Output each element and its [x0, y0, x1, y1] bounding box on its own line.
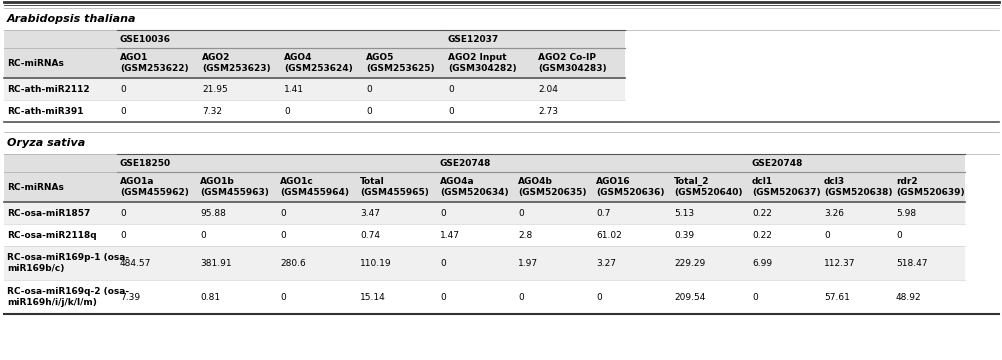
Text: AGO4
(GSM253624): AGO4 (GSM253624) [284, 53, 353, 73]
Text: 0: 0 [517, 208, 523, 217]
Text: 1.41: 1.41 [284, 85, 304, 94]
Text: 0.7: 0.7 [595, 208, 610, 217]
Text: 0: 0 [280, 230, 286, 239]
Text: RC-osa-miR169p-1 (osa-
miR169b/c): RC-osa-miR169p-1 (osa- miR169b/c) [7, 253, 129, 273]
Text: 0: 0 [440, 258, 445, 267]
Text: GSE10036: GSE10036 [120, 35, 170, 44]
Text: AGO5
(GSM253625): AGO5 (GSM253625) [366, 53, 434, 73]
Text: 2.8: 2.8 [517, 230, 532, 239]
Bar [4, 172, 964, 202]
Text: 112.37: 112.37 [824, 258, 855, 267]
Text: AGO1a
(GSM455962): AGO1a (GSM455962) [120, 177, 188, 197]
Text: 280.6: 280.6 [280, 258, 306, 267]
Bar [4, 202, 964, 224]
Text: 21.95: 21.95 [201, 85, 227, 94]
Text: RC-ath-miR391: RC-ath-miR391 [7, 107, 83, 116]
Text: 0: 0 [120, 107, 125, 116]
Text: GSE20748: GSE20748 [440, 158, 491, 167]
Text: AGO1b
(GSM455963): AGO1b (GSM455963) [199, 177, 269, 197]
Bar [4, 280, 964, 314]
Text: RC-osa-miR169q-2 (osa-
miR169h/i/j/k/l/m): RC-osa-miR169q-2 (osa- miR169h/i/j/k/l/m… [7, 287, 129, 307]
Text: 0.74: 0.74 [360, 230, 380, 239]
Text: AGO4a
(GSM520634): AGO4a (GSM520634) [440, 177, 508, 197]
Text: 0: 0 [440, 292, 445, 302]
Text: 2.73: 2.73 [537, 107, 557, 116]
Text: 48.92: 48.92 [895, 292, 921, 302]
Text: 484.57: 484.57 [120, 258, 151, 267]
Text: 0: 0 [280, 208, 286, 217]
Text: 0: 0 [752, 292, 757, 302]
Text: Total_2
(GSM520640): Total_2 (GSM520640) [673, 177, 741, 197]
Text: 7.39: 7.39 [120, 292, 140, 302]
Text: 61.02: 61.02 [595, 230, 621, 239]
Text: 229.29: 229.29 [673, 258, 704, 267]
Text: dcl3
(GSM520638): dcl3 (GSM520638) [824, 177, 892, 197]
Text: dcl1
(GSM520637): dcl1 (GSM520637) [752, 177, 820, 197]
Text: 0: 0 [824, 230, 829, 239]
Text: 6.99: 6.99 [752, 258, 772, 267]
Text: RC-miRNAs: RC-miRNAs [7, 183, 64, 192]
Text: 2.04: 2.04 [537, 85, 557, 94]
Text: 381.91: 381.91 [199, 258, 231, 267]
Bar [4, 100, 624, 122]
Text: 3.47: 3.47 [360, 208, 380, 217]
Text: RC-ath-miR2112: RC-ath-miR2112 [7, 85, 89, 94]
Text: AGO16
(GSM520636): AGO16 (GSM520636) [595, 177, 664, 197]
Text: GSE20748: GSE20748 [752, 158, 803, 167]
Text: 0: 0 [895, 230, 901, 239]
Text: 7.32: 7.32 [201, 107, 221, 116]
Text: 518.47: 518.47 [895, 258, 927, 267]
Text: 5.13: 5.13 [673, 208, 693, 217]
Text: 0: 0 [595, 292, 601, 302]
Text: 0: 0 [366, 85, 372, 94]
Text: 5.98: 5.98 [895, 208, 915, 217]
Text: AGO2 Co-IP
(GSM304283): AGO2 Co-IP (GSM304283) [537, 53, 606, 73]
Text: 209.54: 209.54 [673, 292, 704, 302]
Bar [4, 154, 964, 172]
Text: 0: 0 [120, 208, 125, 217]
Text: 0.81: 0.81 [199, 292, 219, 302]
Bar [4, 246, 964, 280]
Text: AGO1
(GSM253622): AGO1 (GSM253622) [120, 53, 188, 73]
Text: AGO2
(GSM253623): AGO2 (GSM253623) [201, 53, 271, 73]
Text: 0: 0 [517, 292, 523, 302]
Text: 0.22: 0.22 [752, 230, 772, 239]
Text: 0: 0 [366, 107, 372, 116]
Text: AGO2 Input
(GSM304282): AGO2 Input (GSM304282) [448, 53, 516, 73]
Text: Arabidopsis thaliana: Arabidopsis thaliana [7, 14, 136, 24]
Text: RC-miRNAs: RC-miRNAs [7, 58, 64, 68]
Text: 0: 0 [120, 230, 125, 239]
Text: 15.14: 15.14 [360, 292, 386, 302]
Text: 0: 0 [120, 85, 125, 94]
Text: 3.27: 3.27 [595, 258, 615, 267]
Bar [4, 224, 964, 246]
Text: 1.47: 1.47 [440, 230, 460, 239]
Text: RC-osa-miR2118q: RC-osa-miR2118q [7, 230, 96, 239]
Text: 0: 0 [280, 292, 286, 302]
Text: Oryza sativa: Oryza sativa [7, 138, 85, 148]
Text: 0: 0 [284, 107, 290, 116]
Text: 1.97: 1.97 [517, 258, 538, 267]
Bar [4, 48, 624, 78]
Text: 3.26: 3.26 [824, 208, 843, 217]
Text: GSE18250: GSE18250 [120, 158, 171, 167]
Text: 0.39: 0.39 [673, 230, 693, 239]
Text: RC-osa-miR1857: RC-osa-miR1857 [7, 208, 90, 217]
Text: 0: 0 [448, 107, 453, 116]
Text: GSE12037: GSE12037 [448, 35, 499, 44]
Text: AGO1c
(GSM455964): AGO1c (GSM455964) [280, 177, 349, 197]
Text: 0: 0 [440, 208, 445, 217]
Text: AGO4b
(GSM520635): AGO4b (GSM520635) [517, 177, 586, 197]
Text: 57.61: 57.61 [824, 292, 849, 302]
Text: Total
(GSM455965): Total (GSM455965) [360, 177, 429, 197]
Text: 95.88: 95.88 [199, 208, 225, 217]
Bar [4, 78, 624, 100]
Text: 0: 0 [448, 85, 453, 94]
Text: 0: 0 [199, 230, 205, 239]
Text: 110.19: 110.19 [360, 258, 391, 267]
Text: rdr2
(GSM520639): rdr2 (GSM520639) [895, 177, 964, 197]
Text: 0.22: 0.22 [752, 208, 772, 217]
Bar [4, 30, 624, 48]
